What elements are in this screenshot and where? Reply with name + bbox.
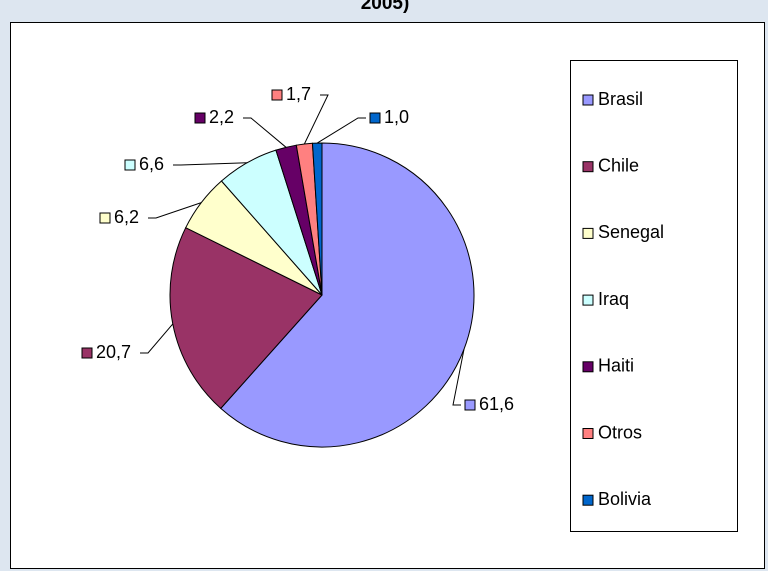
legend-box (570, 60, 738, 532)
legend-label: Chile (598, 155, 639, 175)
legend-key (582, 161, 594, 173)
label-key (369, 112, 381, 124)
leader-line (316, 117, 366, 144)
leader-line (140, 323, 174, 354)
data-label: 1,7 (286, 84, 311, 104)
label-key (194, 112, 206, 124)
legend-label: Haiti (598, 356, 634, 376)
label-key (81, 347, 93, 359)
data-label: 6,2 (114, 207, 139, 227)
legend-label: Otros (598, 422, 642, 442)
legend-key (582, 227, 594, 239)
data-label: 6,6 (139, 154, 164, 174)
legend-label: Brasil (598, 89, 643, 109)
legend-key (582, 494, 594, 506)
legend-key (582, 428, 594, 439)
legend-label: Senegal (598, 222, 664, 242)
data-label: 61,6 (479, 394, 514, 414)
leader-line (243, 117, 287, 148)
leader-line (148, 202, 202, 219)
chart-title: 2005) (361, 0, 410, 14)
label-key (124, 159, 136, 171)
data-label: 20,7 (96, 342, 131, 362)
legend-label: Bolivia (598, 489, 652, 509)
label-key (271, 89, 283, 101)
legend-key (582, 94, 594, 106)
label-key (99, 212, 111, 224)
data-label: 1,0 (384, 107, 409, 127)
data-label: 2,2 (209, 107, 234, 127)
label-key (464, 399, 476, 411)
leader-line (303, 94, 329, 145)
legend-label: Iraq (598, 289, 629, 309)
legend-key (582, 294, 594, 306)
leader-line (173, 162, 248, 166)
legend-key (582, 361, 594, 373)
pie-slice (169, 227, 323, 410)
leader-line (452, 349, 465, 406)
